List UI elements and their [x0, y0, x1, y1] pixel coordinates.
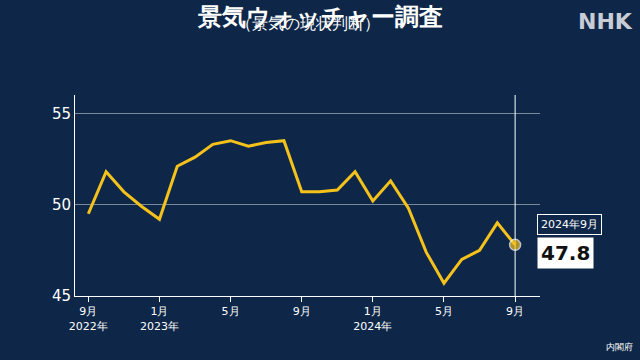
svg-text:1月2023年: 1月2023年 — [140, 305, 179, 332]
svg-text:NHK: NHK — [578, 9, 633, 34]
svg-text:45: 45 — [52, 287, 71, 305]
svg-text:5月: 5月 — [435, 305, 453, 318]
svg-text:内閣府: 内閣府 — [606, 342, 633, 352]
svg-text:1月2024年: 1月2024年 — [353, 305, 392, 332]
svg-text:9月: 9月 — [506, 305, 524, 318]
svg-text:9月: 9月 — [293, 305, 311, 318]
svg-text:55: 55 — [52, 105, 71, 123]
svg-text:（景気の現状判断）: （景気の現状判断） — [236, 14, 380, 33]
svg-text:50: 50 — [52, 196, 71, 214]
svg-text:2024年9月: 2024年9月 — [541, 218, 598, 231]
svg-text:5月: 5月 — [222, 305, 240, 318]
svg-text:9月2022年: 9月2022年 — [69, 305, 108, 332]
svg-text:47.8: 47.8 — [541, 241, 590, 265]
svg-text:景気ウォッチャー調査: 景気ウォッチャー調査 — [197, 3, 443, 31]
